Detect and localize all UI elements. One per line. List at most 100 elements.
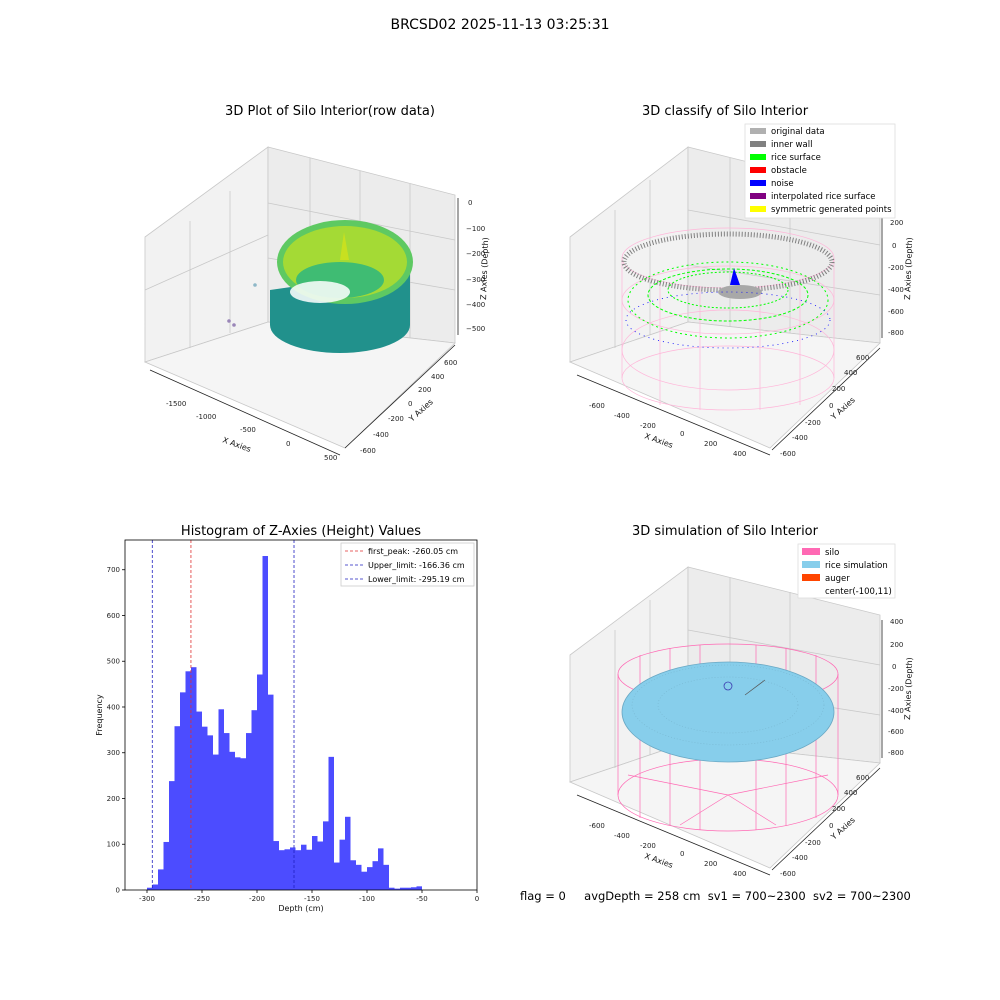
p1-ytick: -400 bbox=[373, 431, 389, 439]
panel2-x-ticks: -600 -400 -200 0 200 400 bbox=[589, 402, 746, 458]
histogram-bar bbox=[213, 754, 219, 890]
x-tick-label: -150 bbox=[304, 895, 320, 903]
p1-ztick: −400 bbox=[466, 301, 485, 309]
p1-xtick: 0 bbox=[286, 440, 290, 448]
panel2-title: 3D classify of Silo Interior bbox=[641, 104, 809, 119]
legend-swatch bbox=[750, 128, 766, 134]
silo-wireframe bbox=[621, 227, 835, 411]
histogram-bar bbox=[279, 850, 285, 890]
panel1-z-ticks: 0 −100 −200 −300 −400 −500 bbox=[466, 199, 485, 333]
histogram-bar bbox=[306, 849, 312, 890]
histogram-bar bbox=[323, 821, 329, 890]
legend-swatch bbox=[750, 193, 766, 199]
panel4-z-ticks: 400 200 0 -200 -400 -600 -800 bbox=[888, 618, 904, 757]
sv1-text: sv1 = 700~2300 bbox=[707, 889, 806, 903]
p4-xtick: -400 bbox=[614, 832, 630, 840]
legend-lower-limit: Lower_limit: -295.19 cm bbox=[368, 575, 465, 584]
histogram-bar bbox=[345, 816, 351, 890]
histogram-bar bbox=[207, 735, 213, 890]
p2-ztick: -400 bbox=[888, 286, 904, 294]
p4-zlabel: Z Axies (Depth) bbox=[903, 657, 914, 720]
histogram-bar bbox=[185, 671, 191, 890]
p1-xtick: -500 bbox=[240, 426, 256, 434]
p2-xtick: 0 bbox=[680, 430, 684, 438]
histogram-bar bbox=[268, 694, 274, 890]
p4-ytick: -200 bbox=[805, 839, 821, 847]
p1-ztick: −100 bbox=[466, 225, 485, 233]
panel4-y-ticks: -600 -400 -200 0 200 400 600 bbox=[780, 774, 869, 878]
histogram-bars bbox=[147, 556, 422, 890]
p2-ytick: 400 bbox=[844, 369, 857, 377]
p1-ztick: −500 bbox=[466, 325, 485, 333]
legend-label: rice surface bbox=[771, 153, 821, 163]
p2-ztick: -200 bbox=[888, 264, 904, 272]
p2-ytick: 0 bbox=[829, 402, 833, 410]
legend-label: obstacle bbox=[771, 166, 807, 176]
histogram-bar bbox=[367, 867, 373, 890]
legend-swatch bbox=[750, 167, 766, 173]
p4-ytick: 200 bbox=[832, 805, 845, 813]
histogram-threshold-lines bbox=[151, 540, 295, 890]
p2-ytick: -400 bbox=[792, 434, 808, 442]
figure-title: BRCSD02 2025-11-13 03:25:31 bbox=[390, 17, 610, 33]
histogram-bar bbox=[378, 848, 384, 890]
histogram-bar bbox=[147, 887, 153, 890]
p4-xtick: -200 bbox=[640, 842, 656, 850]
p2-xtick: -400 bbox=[614, 412, 630, 420]
histogram-bar bbox=[202, 726, 208, 890]
legend-swatch bbox=[802, 574, 820, 581]
histogram-frame bbox=[124, 539, 478, 891]
legend-swatch bbox=[750, 206, 766, 212]
y-tick-label: 600 bbox=[107, 612, 120, 620]
raw-points-peak bbox=[340, 232, 349, 260]
panel1-title: 3D Plot of Silo Interior(row data) bbox=[225, 104, 435, 119]
histogram-bar bbox=[251, 710, 257, 890]
p1-xtick: 500 bbox=[324, 454, 337, 462]
panel3-title: Histogram of Z-Axies (Height) Values bbox=[180, 524, 422, 539]
p1-ztick: 0 bbox=[468, 199, 472, 207]
histogram-bar bbox=[246, 733, 252, 890]
x-tick-label: 0 bbox=[475, 895, 479, 903]
status-line: flag = 0 avgDepth = 258 cm sv1 = 700~230… bbox=[520, 889, 911, 903]
y-tick-label: 700 bbox=[107, 566, 120, 574]
histogram-bar bbox=[405, 887, 411, 890]
panel4-legend: silo rice simulation auger center(-100,1… bbox=[797, 543, 896, 599]
p1-xtick: -1000 bbox=[196, 413, 216, 421]
legend-swatch bbox=[750, 141, 766, 147]
legend-upper-limit: Upper_limit: -166.36 cm bbox=[368, 561, 465, 570]
p2-xtick: -600 bbox=[589, 402, 605, 410]
histogram-bar bbox=[394, 888, 400, 890]
legend-label: rice simulation bbox=[825, 561, 888, 571]
histogram-bar bbox=[180, 692, 186, 890]
p2-xtick: 200 bbox=[704, 440, 717, 448]
p1-xtick: -1500 bbox=[166, 400, 186, 408]
panel2-z-ticks: 200 0 -200 -400 -600 -800 bbox=[888, 219, 904, 337]
y-tick-label: 200 bbox=[107, 795, 120, 803]
p2-ztick: -600 bbox=[888, 308, 904, 316]
p1-ytick: 400 bbox=[431, 373, 444, 381]
x-tick-label: -50 bbox=[416, 895, 427, 903]
p4-ztick: 400 bbox=[890, 618, 903, 626]
panel1-y-ticks: -600 -400 -200 0 200 400 600 bbox=[360, 359, 457, 455]
histogram-bar bbox=[257, 674, 263, 890]
legend-label: inner wall bbox=[771, 140, 812, 150]
histogram-bar bbox=[361, 871, 367, 890]
x-tick-label: -300 bbox=[139, 895, 155, 903]
histogram-bar bbox=[224, 733, 230, 890]
histogram-xlabel: Depth (cm) bbox=[278, 904, 323, 913]
histogram-bar bbox=[334, 862, 340, 890]
center-marker bbox=[723, 681, 733, 691]
legend-label: center(-100,11) bbox=[825, 587, 892, 597]
p4-ytick: -400 bbox=[792, 854, 808, 862]
histogram-bar bbox=[317, 841, 323, 890]
histogram-bar bbox=[328, 756, 334, 890]
histogram-bar bbox=[235, 757, 241, 890]
histogram-bar bbox=[372, 861, 378, 890]
histogram-legend: first_peak: -260.05 cm Upper_limit: -166… bbox=[340, 542, 475, 587]
p4-ytick: 600 bbox=[856, 774, 869, 782]
legend-label: interpolated rice surface bbox=[771, 192, 876, 202]
histogram-bar bbox=[350, 860, 356, 890]
histogram-bar bbox=[400, 887, 406, 890]
